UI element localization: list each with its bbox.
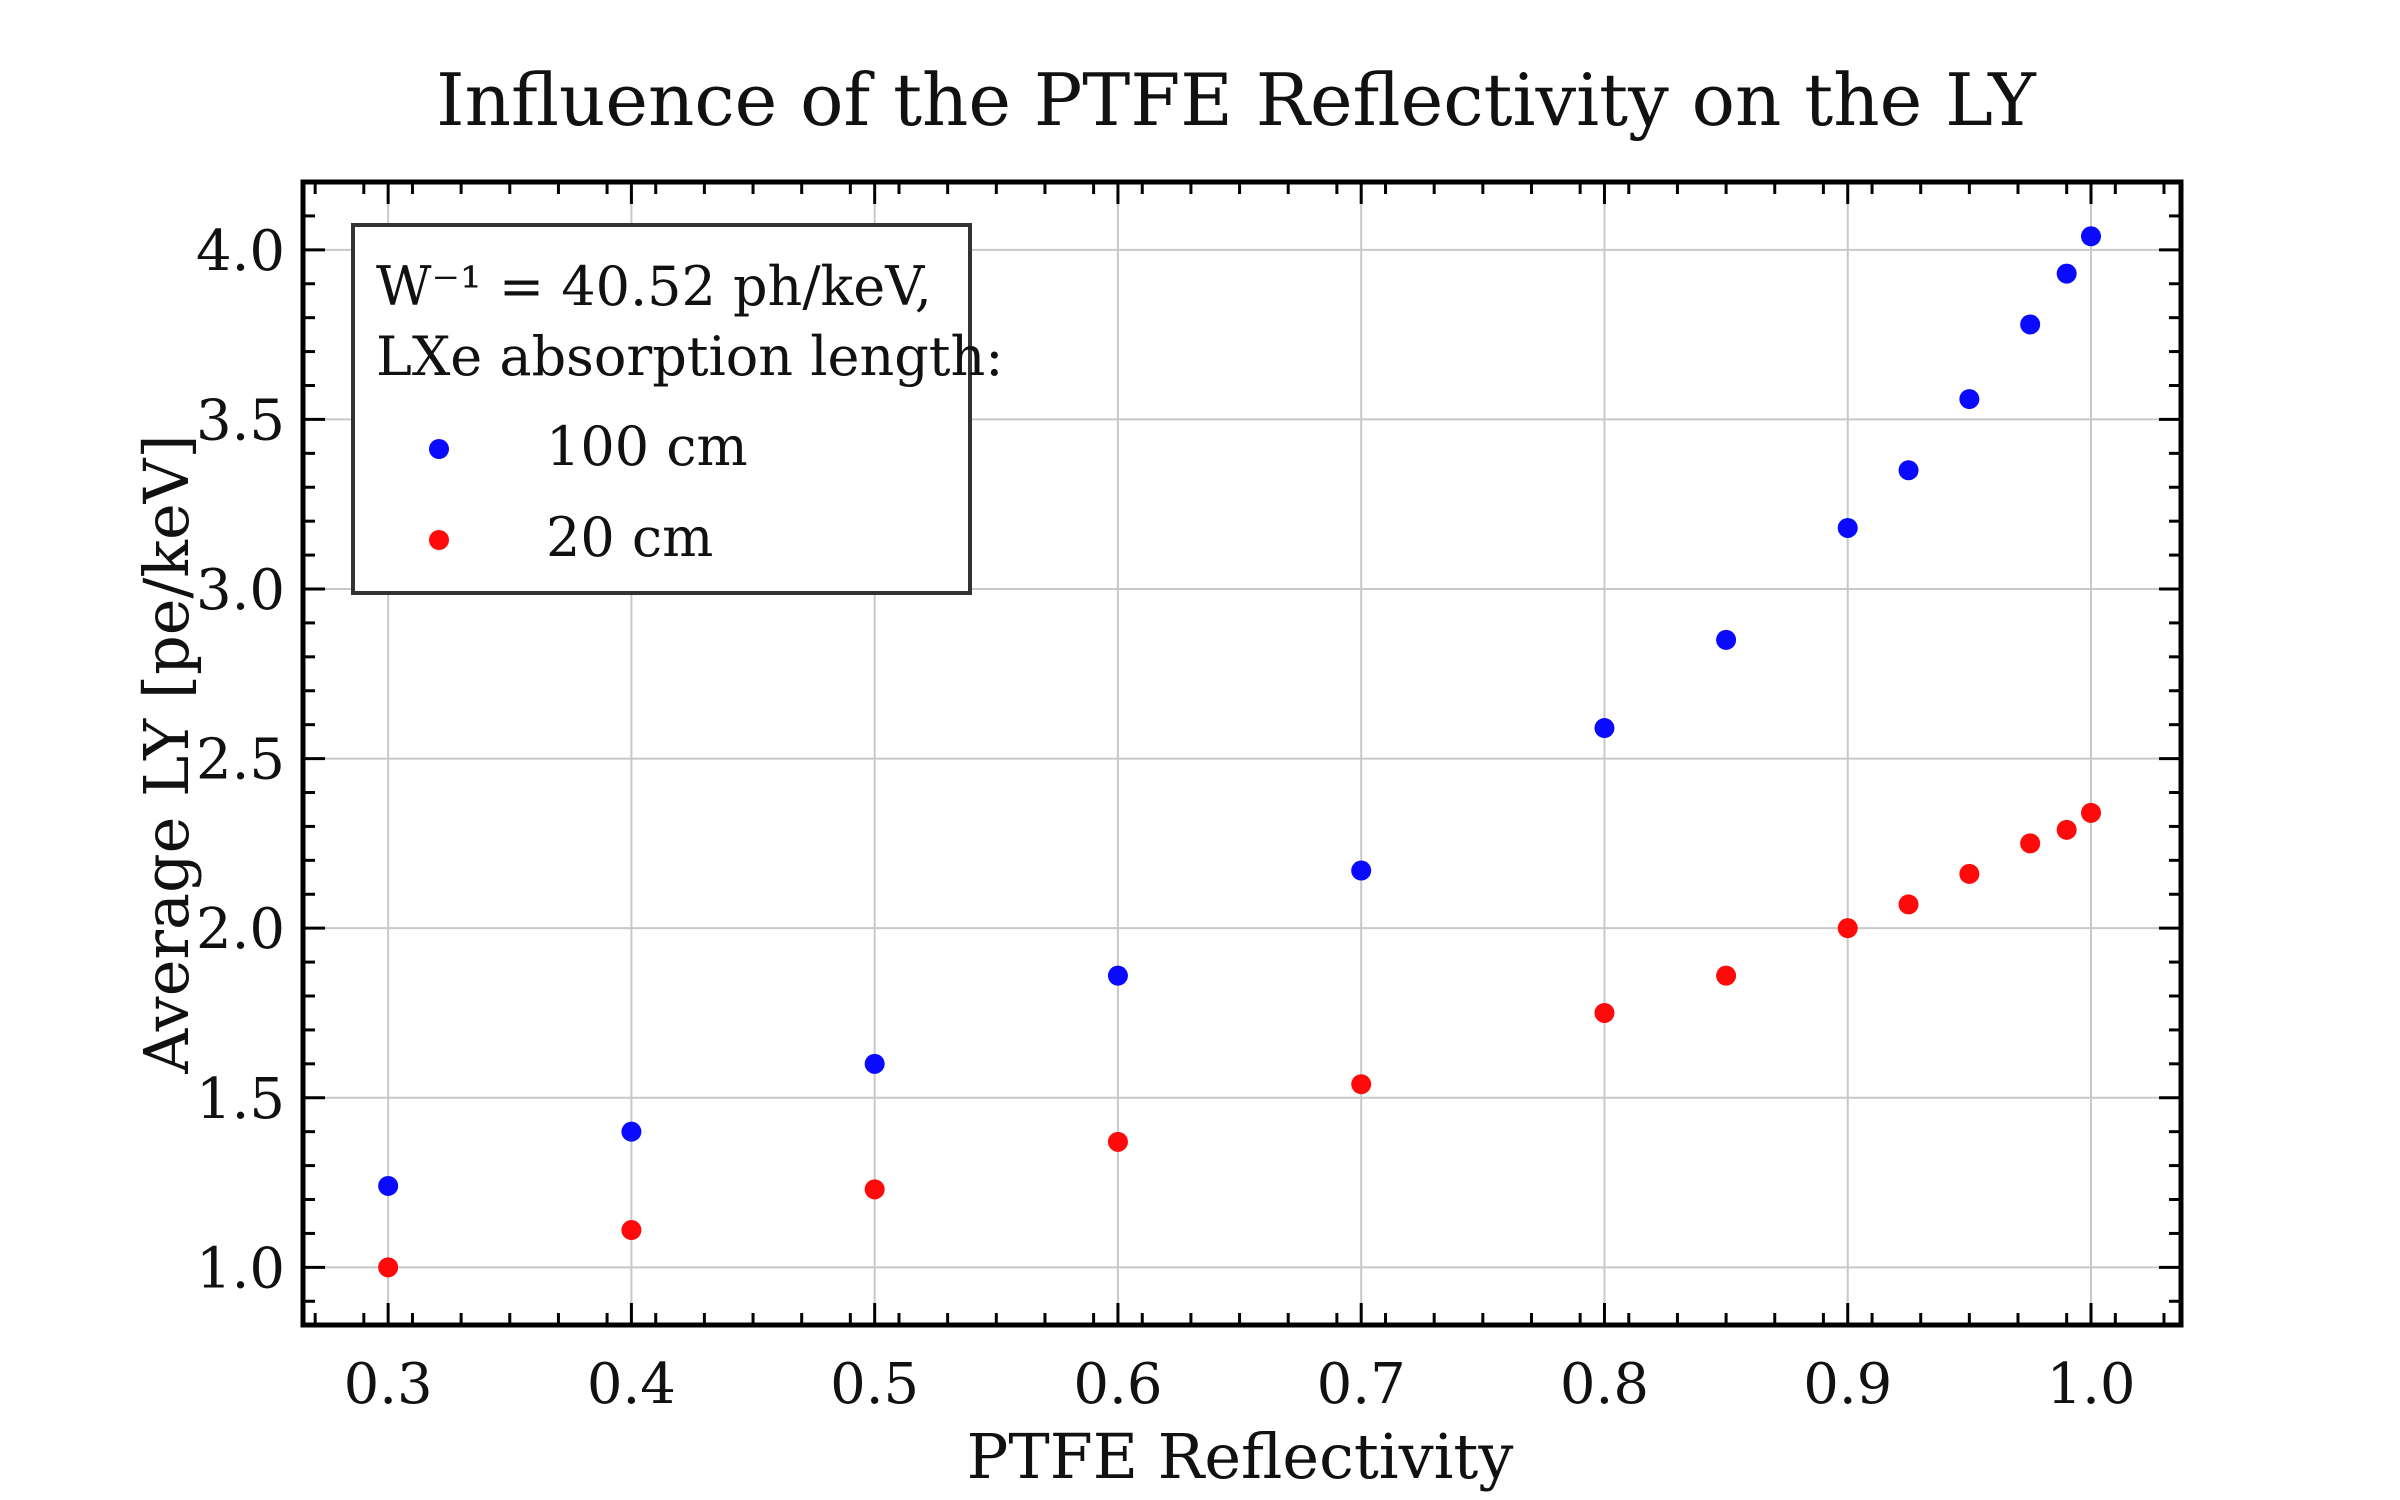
x-tick-label: 0.8	[1560, 1352, 1649, 1417]
data-point-series-0	[2056, 263, 2077, 284]
data-point-series-1	[1107, 1131, 1128, 1152]
data-point-series-1	[1837, 918, 1858, 939]
x-tick-label: 0.4	[587, 1352, 676, 1417]
data-point-series-0	[1959, 389, 1980, 410]
x-tick-label: 0.9	[1803, 1352, 1892, 1417]
data-point-series-0	[1351, 860, 1372, 881]
data-point-series-1	[378, 1257, 399, 1278]
data-point-series-0	[1594, 718, 1615, 739]
data-point-series-0	[2020, 314, 2041, 335]
x-tick-label: 0.6	[1073, 1352, 1162, 1417]
data-point-series-1	[2080, 802, 2101, 823]
plot-frame	[300, 179, 2184, 1328]
data-point-series-1	[1959, 863, 1980, 884]
y-tick-label: 2.0	[196, 897, 285, 962]
chart-title: Influence of the PTFE Reflectivity on th…	[436, 58, 2037, 142]
data-point-series-1	[1898, 894, 1919, 915]
data-point-series-1	[1594, 1002, 1615, 1023]
x-tick-label: 0.3	[344, 1352, 433, 1417]
data-point-series-0	[1837, 517, 1858, 538]
y-tick-label: 1.0	[196, 1236, 285, 1301]
x-tick-labels: 0.3 0.4 0.5 0.6 0.7 0.8 0.9 1.0	[344, 1352, 2136, 1417]
legend-label-100cm: 100 cm	[546, 415, 748, 478]
legend-marker-20cm	[429, 530, 449, 550]
data-point-series-0	[2080, 226, 2101, 247]
y-tick-label: 3.5	[196, 388, 285, 453]
data-point-series-1	[2056, 819, 2077, 840]
grid-lines	[303, 182, 2181, 1325]
data-point-series-1	[621, 1220, 642, 1241]
legend-title-line1: W⁻¹ = 40.52 ph/keV,	[376, 255, 932, 318]
y-tick-label: 1.5	[196, 1067, 285, 1132]
data-points	[378, 226, 2101, 1278]
data-point-series-0	[1898, 460, 1919, 481]
data-point-series-0	[864, 1053, 885, 1074]
data-point-series-0	[1716, 629, 1737, 650]
x-tick-label: 0.7	[1317, 1352, 1406, 1417]
data-point-series-1	[1351, 1074, 1372, 1095]
x-axis-label: PTFE Reflectivity	[967, 1420, 1514, 1493]
y-tick-label: 3.0	[196, 558, 285, 623]
y-tick-labels: 1.0 1.5 2.0 2.5 3.0 3.5 4.0	[196, 219, 285, 1302]
legend: W⁻¹ = 40.52 ph/keV, LXe absorption lengt…	[351, 223, 1003, 595]
data-point-series-1	[864, 1179, 885, 1200]
y-tick-label: 4.0	[196, 219, 285, 284]
data-point-series-1	[1716, 965, 1737, 986]
data-point-series-0	[378, 1175, 399, 1196]
legend-marker-100cm	[429, 439, 449, 459]
y-tick-label: 2.5	[196, 728, 285, 793]
x-tick-label: 1.0	[2046, 1352, 2135, 1417]
legend-label-20cm: 20 cm	[546, 506, 713, 569]
legend-title-line2: LXe absorption length:	[376, 325, 1003, 388]
legend-box	[351, 223, 972, 595]
data-point-series-0	[1107, 965, 1128, 986]
x-tick-label: 0.5	[830, 1352, 919, 1417]
data-point-series-0	[621, 1121, 642, 1142]
y-axis-label: Average LY [pe/keV]	[130, 434, 203, 1074]
data-point-series-1	[2020, 833, 2041, 854]
